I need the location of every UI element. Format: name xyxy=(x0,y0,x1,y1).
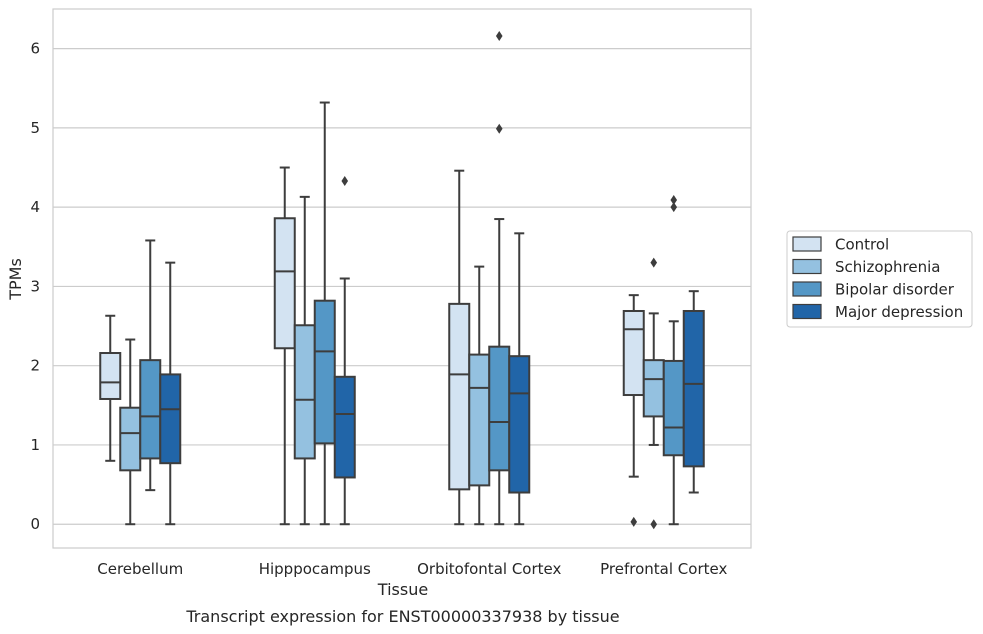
box-iqr xyxy=(273,217,296,350)
x-tick-label: Prefrontal Cortex xyxy=(600,560,727,578)
box-iqr xyxy=(159,373,182,465)
y-tick-label: 4 xyxy=(30,198,40,216)
outlier-point xyxy=(650,257,658,268)
box-0-2 xyxy=(139,239,162,492)
y-axis-label: TPMs xyxy=(6,258,25,301)
box-iqr xyxy=(642,359,665,418)
y-tick-label: 2 xyxy=(30,357,40,375)
box-iqr xyxy=(682,309,705,468)
box-1-0 xyxy=(273,166,296,526)
box-0-1 xyxy=(119,338,142,526)
x-ticks: Cerebellum Hipppocampus Orbitofontal Corte… xyxy=(97,560,727,578)
box-iqr xyxy=(333,375,356,479)
y-tick-label: 5 xyxy=(30,119,40,137)
y-tick-label: 0 xyxy=(30,515,40,533)
legend-label: Bipolar disorder xyxy=(835,281,955,299)
x-tick-label: Cerebellum xyxy=(97,560,183,578)
box-iqr xyxy=(448,302,471,491)
box-iqr xyxy=(622,309,645,397)
x-tick-label: Orbitofontal Cortex xyxy=(417,560,561,578)
chart-caption: Transcript expression for ENST0000033793… xyxy=(185,607,619,626)
y-tick-label: 1 xyxy=(30,436,40,454)
x-axis-label: Tissue xyxy=(377,580,428,599)
box-iqr xyxy=(313,299,336,445)
box-1-2 xyxy=(313,101,336,526)
legend-label: Control xyxy=(835,236,889,254)
box-iqr xyxy=(139,359,162,460)
box-2-3 xyxy=(508,232,531,526)
outlier-point xyxy=(495,123,503,134)
box-iqr xyxy=(468,353,491,487)
box-1-3 xyxy=(333,176,356,526)
box-iqr xyxy=(488,345,511,472)
legend: Control Schizophrenia Bipolar disorder Majo… xyxy=(786,230,973,328)
box-3-3 xyxy=(682,290,705,494)
outlier-point xyxy=(670,195,678,206)
box-iqr xyxy=(119,406,142,472)
box-3-1 xyxy=(642,257,665,530)
outlier-point xyxy=(670,202,678,213)
legend-label: Schizophrenia xyxy=(835,258,940,276)
box-iqr xyxy=(293,324,316,460)
legend-swatch xyxy=(792,258,822,275)
plot-frame xyxy=(52,8,752,549)
x-tick-label: Hipppocampus xyxy=(259,560,371,578)
legend-swatch xyxy=(792,236,822,252)
legend-swatch xyxy=(792,281,822,297)
box-iqr xyxy=(662,359,685,457)
outlier-point xyxy=(495,30,503,41)
boxes xyxy=(99,30,705,530)
outlier-point xyxy=(630,516,638,527)
box-0-0 xyxy=(99,314,122,462)
box-3-2 xyxy=(662,195,685,526)
y-tick-label: 6 xyxy=(30,40,40,58)
legend-swatch xyxy=(792,303,822,320)
outlier-point xyxy=(341,176,349,187)
legend-label: Major depression xyxy=(835,303,963,321)
box-3-0 xyxy=(622,294,645,527)
y-tick-label: 3 xyxy=(30,277,40,295)
box-iqr xyxy=(99,352,122,400)
box-iqr xyxy=(508,355,531,494)
box-1-1 xyxy=(293,195,316,526)
box-2-2 xyxy=(488,30,511,526)
outlier-point xyxy=(650,519,658,530)
legend-frame xyxy=(786,230,973,328)
box-2-0 xyxy=(448,169,471,526)
box-2-1 xyxy=(468,265,491,526)
y-ticks: 0 1 2 3 4 5 6 xyxy=(30,40,40,534)
box-0-3 xyxy=(159,261,182,526)
